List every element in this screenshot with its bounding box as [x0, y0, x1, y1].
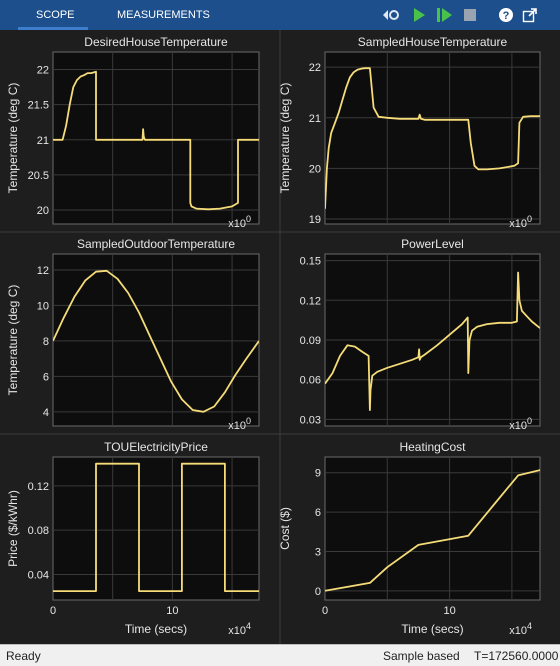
x-tick-label: 10 [443, 605, 455, 617]
x-exponent-label: x100 [228, 416, 251, 432]
y-axis-label: Temperature (deg C) [278, 83, 292, 194]
tab-scope[interactable]: SCOPE [36, 9, 75, 21]
signal-trace [53, 70, 259, 211]
y-tick-label: 10 [37, 300, 49, 312]
y-tick-label: 20 [309, 163, 321, 175]
y-tick-label: 21 [37, 135, 49, 147]
y-axis-label: Temperature (deg C) [6, 83, 20, 194]
scope-display-6[interactable]: 0 3 6 9 0 10 HeatingCost Cost ($) Time (secs) x10… [278, 440, 541, 637]
scope-display-1[interactable]: 20 20.5 21 21.5 22 DesiredHouseTemperature Tem… [6, 35, 260, 230]
x-axis-label: Time (secs) [125, 622, 187, 636]
step-back-button[interactable] [380, 4, 402, 26]
y-tick-label: 0.12 [28, 481, 49, 493]
y-tick-label: 19 [309, 214, 321, 226]
y-tick-label: 4 [43, 407, 49, 419]
x-tick-label: 10 [166, 605, 178, 617]
status-sim-time: T=172560.0000 [474, 649, 559, 663]
y-tick-label: 21 [309, 113, 321, 125]
signal-trace [325, 67, 540, 209]
stop-button[interactable] [459, 4, 481, 26]
help-icon: ? [499, 8, 513, 22]
y-tick-label: 0.06 [300, 375, 321, 387]
x-exponent-label: x104 [228, 621, 251, 637]
step-back-icon [383, 10, 399, 20]
plot-title: PowerLevel [401, 237, 464, 251]
axes-background [324, 456, 541, 601]
x-exponent-label: x104 [509, 621, 532, 637]
x-tick-label: 0 [322, 605, 328, 617]
scope-display-5[interactable]: 0.04 0.08 0.12 0 10 TOUElectricityPrice Price … [6, 440, 260, 637]
x-exponent-label: x100 [228, 214, 251, 230]
y-tick-label: 0.15 [300, 256, 321, 268]
y-tick-label: 0.12 [300, 295, 321, 307]
signal-trace [325, 469, 540, 592]
plot-title: HeatingCost [399, 440, 466, 454]
signal-trace [53, 269, 259, 413]
y-tick-label: 0.04 [28, 570, 49, 582]
run-button[interactable] [408, 4, 430, 26]
plot-title: SampledHouseTemperature [358, 35, 508, 49]
y-tick-label: 6 [315, 507, 321, 519]
y-tick-label: 0.09 [300, 335, 321, 347]
status-ready: Ready [6, 649, 41, 663]
y-tick-label: 8 [43, 336, 49, 348]
axes-background [52, 253, 260, 427]
status-sample-mode: Sample based [383, 649, 460, 663]
x-exponent-label: x100 [509, 416, 532, 432]
axes-background [52, 51, 260, 225]
scope-plots: 20 20.5 21 21.5 22 DesiredHouseTemperature Tem… [0, 30, 560, 644]
scope-display-3[interactable]: 4 6 8 10 12 SampledOutdoorTemperature Temperat… [6, 237, 260, 432]
x-axis-label: Time (secs) [401, 622, 463, 636]
y-tick-label: 22 [309, 62, 321, 74]
y-tick-label: 3 [315, 546, 321, 558]
undock-icon [522, 8, 537, 23]
active-tab-indicator [18, 27, 88, 30]
scope-display-4[interactable]: 0.03 0.06 0.09 0.12 0.15 PowerLevel x100 [300, 237, 541, 432]
y-axis-label: Price ($/kWhr) [6, 490, 20, 567]
y-tick-label: 0 [315, 586, 321, 598]
y-axis-label: Temperature (deg C) [6, 285, 20, 396]
run-icon [414, 8, 425, 22]
undock-button[interactable] [519, 4, 541, 26]
svg-text:?: ? [503, 10, 510, 22]
plot-title: TOUElectricityPrice [104, 440, 208, 454]
y-tick-label: 12 [37, 265, 49, 277]
y-tick-label: 9 [315, 468, 321, 480]
stop-icon [464, 9, 476, 21]
step-forward-button[interactable] [433, 4, 455, 26]
y-axis-label: Cost ($) [278, 507, 292, 550]
x-tick-label: 0 [50, 605, 56, 617]
axes-background [52, 456, 260, 601]
help-button[interactable]: ? [495, 4, 517, 26]
signal-trace [53, 462, 259, 592]
signal-trace [325, 271, 540, 412]
toolstrip: SCOPE MEASUREMENTS ? [0, 0, 560, 30]
scope-display-2[interactable]: 19 20 21 22 SampledHouseTemperature Temperatu… [278, 35, 541, 230]
y-tick-label: 20 [37, 205, 49, 217]
axes-background [324, 51, 541, 225]
plot-title: SampledOutdoorTemperature [77, 237, 235, 251]
x-exponent-label: x100 [509, 214, 532, 230]
tab-measurements[interactable]: MEASUREMENTS [117, 9, 210, 21]
status-bar: Ready Sample based T=172560.0000 [0, 644, 560, 666]
y-tick-label: 0.03 [300, 414, 321, 426]
plot-title: DesiredHouseTemperature [84, 35, 228, 49]
step-forward-icon [437, 8, 452, 22]
y-tick-label: 22 [37, 65, 49, 77]
y-tick-label: 20.5 [28, 170, 49, 182]
y-tick-label: 0.08 [28, 525, 49, 537]
y-tick-label: 21.5 [28, 100, 49, 112]
y-tick-label: 6 [43, 371, 49, 383]
